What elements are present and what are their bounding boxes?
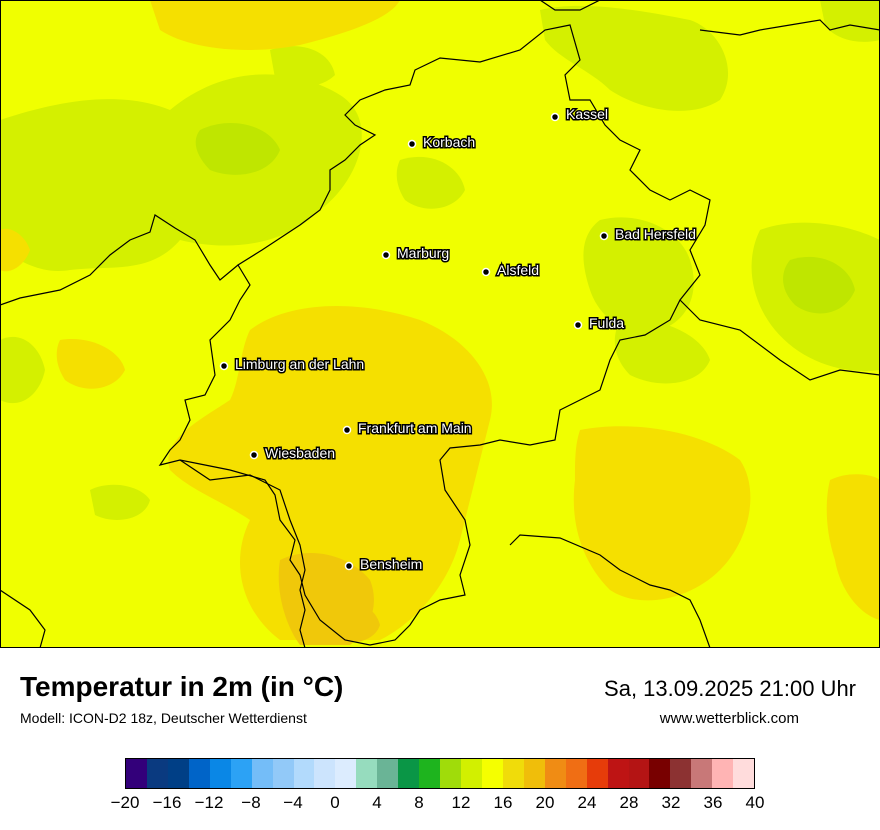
legend-swatch — [377, 759, 399, 788]
city-marburg[interactable]: Marburg — [381, 244, 451, 263]
legend-swatch — [544, 759, 566, 788]
city-bad-hersfeld[interactable]: Bad Hersfeld — [599, 225, 697, 244]
legend-tick: 40 — [745, 793, 765, 812]
city-marker — [381, 250, 391, 260]
city-label-limburg: Limburg an der Lahn — [235, 356, 364, 372]
legend-swatch — [502, 759, 524, 788]
border-rhine — [179, 459, 306, 648]
legend-swatch — [523, 759, 545, 788]
city-label-alsfeld: Alsfeld — [497, 262, 539, 278]
city-label-marburg: Marburg — [397, 245, 449, 261]
city-label-fulda: Fulda — [589, 315, 624, 331]
legend-swatch — [230, 759, 252, 788]
legend-tick: 0 — [330, 793, 340, 812]
legend-tick: 12 — [451, 793, 471, 812]
border-west — [0, 214, 239, 306]
legend-tick-labels: −20 −16 −12 −8 −4 0 4 8 12 16 20 24 28 32 36 40 — [111, 793, 765, 817]
legend-swatch — [188, 759, 210, 788]
legend-tick: −12 — [194, 793, 224, 812]
city-label-frankfurt: Frankfurt am Main — [358, 420, 472, 436]
legend-swatch — [628, 759, 650, 788]
legend-swatch — [314, 759, 336, 788]
legend-swatch — [670, 759, 692, 788]
legend-tick: 20 — [535, 793, 555, 812]
website-link[interactable]: www.wetterblick.com — [659, 710, 799, 727]
legend-swatch — [293, 759, 315, 788]
border-southwest — [0, 589, 46, 648]
legend-swatch — [481, 759, 503, 788]
city-korbach[interactable]: Korbach — [407, 133, 477, 152]
city-marker — [407, 139, 417, 149]
city-bensheim[interactable]: Bensheim — [344, 555, 424, 574]
legend-tick: −8 — [241, 793, 261, 812]
legend-swatch — [649, 759, 671, 788]
city-marker — [344, 561, 354, 571]
legend-swatch — [272, 759, 294, 788]
border-north — [539, 0, 601, 11]
city-fulda[interactable]: Fulda — [573, 314, 626, 333]
legend-swatch — [712, 759, 734, 788]
city-label-bad-hersfeld: Bad Hersfeld — [615, 226, 696, 242]
city-frankfurt[interactable]: Frankfurt am Main — [342, 419, 473, 438]
city-marker — [550, 112, 560, 122]
city-wiesbaden[interactable]: Wiesbaden — [249, 444, 337, 463]
city-label-kassel: Kassel — [566, 106, 608, 122]
city-label-wiesbaden: Wiesbaden — [265, 445, 335, 461]
city-marker — [342, 425, 352, 435]
temperature-map: Kassel Korbach Bad Hersfeld Marburg Alsf… — [0, 0, 880, 648]
border-northeast — [699, 19, 880, 36]
city-marker — [599, 231, 609, 241]
legend-tick: −20 — [110, 793, 140, 812]
city-marker — [573, 320, 583, 330]
legend-swatch — [419, 759, 441, 788]
legend-tick: 8 — [414, 793, 424, 812]
legend-swatch — [733, 759, 755, 788]
model-info: Modell: ICON-D2 18z, Deutscher Wetterdie… — [20, 710, 307, 726]
city-marker — [481, 267, 491, 277]
forecast-datetime: Sa, 13.09.2025 21:00 Uhr — [604, 676, 856, 701]
legend-tick: 36 — [703, 793, 723, 812]
border-southeast — [509, 534, 711, 648]
legend-swatch — [691, 759, 713, 788]
legend-tick: 28 — [619, 793, 639, 812]
cool-areas — [0, 0, 880, 520]
legend-tick: −4 — [283, 793, 303, 812]
legend-swatch — [607, 759, 629, 788]
legend-swatch — [398, 759, 420, 788]
legend-swatch — [586, 759, 608, 788]
legend-tick: 4 — [372, 793, 382, 812]
legend-tick: 32 — [661, 793, 681, 812]
cold-spots — [195, 122, 855, 314]
warm-areas — [0, 0, 880, 640]
legend-swatch — [356, 759, 378, 788]
legend-swatch — [335, 759, 357, 788]
legend-swatch — [440, 759, 461, 788]
legend-tick: −16 — [152, 793, 182, 812]
color-legend — [125, 758, 755, 789]
city-label-korbach: Korbach — [423, 134, 475, 150]
legend-swatch — [461, 759, 482, 788]
legend-swatch — [167, 759, 189, 788]
city-marker — [219, 361, 229, 371]
city-alsfeld[interactable]: Alsfeld — [481, 261, 541, 280]
city-kassel[interactable]: Kassel — [550, 105, 610, 124]
legend-swatch — [209, 759, 231, 788]
city-label-bensheim: Bensheim — [360, 556, 422, 572]
legend-swatch — [126, 759, 147, 788]
city-limburg[interactable]: Limburg an der Lahn — [219, 355, 366, 374]
border-east — [679, 299, 880, 381]
legend-tick: 16 — [493, 793, 513, 812]
legend-swatch — [251, 759, 273, 788]
legend-swatch — [565, 759, 587, 788]
legend-tick: 24 — [577, 793, 597, 812]
state-border — [158, 24, 711, 646]
chart-title: Temperatur in 2m (in °C) — [20, 671, 344, 702]
legend-swatch — [146, 759, 168, 788]
city-marker — [249, 450, 259, 460]
